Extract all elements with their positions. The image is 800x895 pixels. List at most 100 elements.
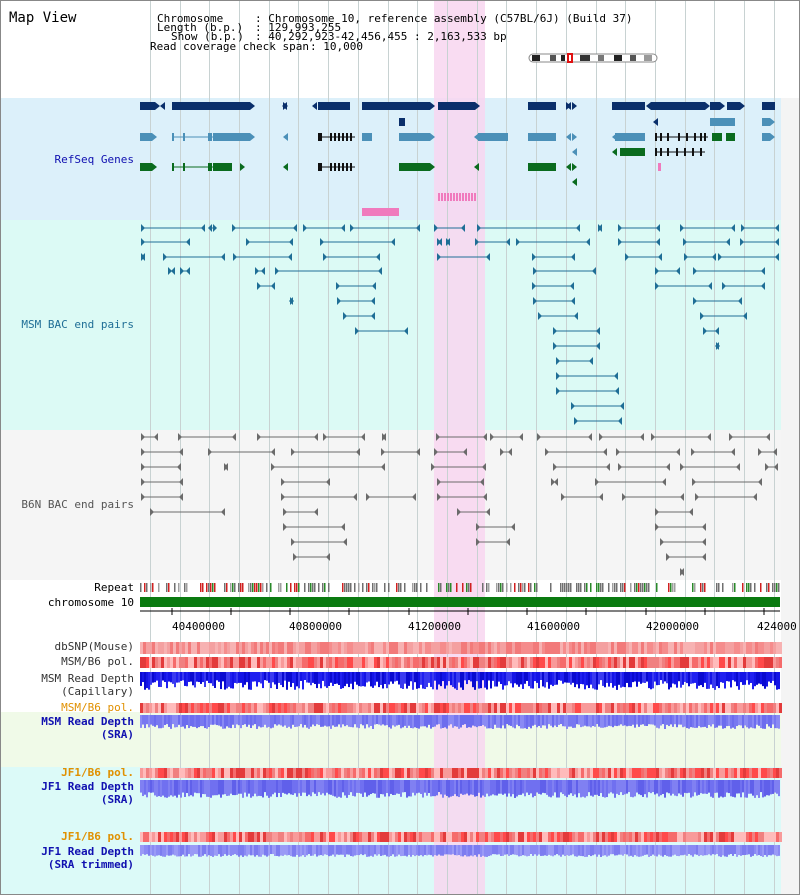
b6n-bac-pair-end bbox=[554, 478, 558, 486]
jf1-trim-depth-bar bbox=[614, 845, 616, 856]
msm-pol2-cell bbox=[446, 703, 449, 713]
jf1-trim-depth-bar bbox=[308, 845, 310, 855]
gene-strand-arrow bbox=[430, 133, 435, 141]
msm-pol2-cell bbox=[272, 703, 275, 713]
jf1-trim-depth-bar bbox=[152, 845, 154, 856]
msm-sra-depth-bar bbox=[542, 715, 544, 726]
repeat-mark bbox=[656, 583, 658, 592]
msm-bac-pair-end bbox=[437, 253, 441, 261]
dbsnp-cell bbox=[620, 642, 623, 654]
msm-bac-pair-end bbox=[213, 224, 217, 232]
b6n-bac-pair-end bbox=[519, 433, 523, 441]
dbsnp-cell bbox=[236, 642, 239, 654]
dbsnp-cell bbox=[548, 642, 551, 654]
jf1-pol-cell bbox=[173, 768, 176, 778]
dbsnp-cell bbox=[230, 642, 233, 654]
msm-bac-pair-end bbox=[589, 357, 593, 365]
dbsnp-cell bbox=[146, 642, 149, 654]
msm-capillary-depth-bar bbox=[436, 672, 438, 690]
chromosome-ideogram-icon[interactable] bbox=[528, 53, 658, 63]
msm-pol2-cell bbox=[407, 703, 410, 713]
dbsnp-cell bbox=[716, 642, 719, 654]
jf1-trim-depth-bar bbox=[508, 845, 510, 856]
msm-capillary-depth-bar bbox=[554, 672, 556, 685]
repeat-mark bbox=[732, 583, 734, 592]
jf1-sra-depth-bar bbox=[148, 780, 150, 793]
refseq-genes-label[interactable]: RefSeq Genes bbox=[54, 153, 134, 166]
b6n-bac-pair-end bbox=[506, 538, 510, 546]
jf1-pol-cell bbox=[713, 768, 716, 778]
jf1-pol2-cell bbox=[755, 832, 758, 842]
msm-pol-cell bbox=[419, 657, 422, 668]
jf1-pol-cell bbox=[560, 768, 563, 778]
repeat-mark bbox=[584, 583, 586, 592]
jf1-pol2-cell bbox=[545, 832, 548, 842]
jf1-trim-depth-bar bbox=[162, 845, 164, 857]
b6n-bac-label[interactable]: B6N BAC end pairs bbox=[21, 498, 134, 511]
msm-capillary-depth-bar bbox=[264, 672, 266, 681]
msm-capillary-depth-bar bbox=[550, 672, 552, 685]
msm-pol2-cell bbox=[557, 703, 560, 713]
msm-pol2-cell bbox=[452, 703, 455, 713]
msm-pol-cell bbox=[425, 657, 428, 668]
msm-capillary-depth-bar bbox=[366, 672, 368, 683]
msm-sra-depth-bar bbox=[522, 715, 524, 729]
gene-exon bbox=[172, 163, 174, 171]
msm-capillary-depth-bar bbox=[498, 672, 500, 682]
msm-sra-depth-bar bbox=[330, 715, 332, 729]
jf1-sra-depth-bar bbox=[610, 780, 612, 793]
jf1-trim-depth-bar bbox=[402, 845, 404, 856]
repeat-mark bbox=[562, 583, 564, 592]
gene-exon bbox=[183, 133, 185, 141]
msm-pol2-cell bbox=[488, 703, 491, 713]
repeat-mark bbox=[634, 583, 636, 592]
msm-pol2-cell bbox=[254, 703, 257, 713]
msm-sra-depth-bar bbox=[406, 715, 408, 728]
msm-sra-depth-bar bbox=[502, 715, 504, 726]
msm-pol-cell bbox=[314, 657, 317, 668]
jf1-sra-depth-bar bbox=[702, 780, 704, 794]
msm-bac-pair-end bbox=[731, 224, 735, 232]
msm-pol2-cell bbox=[299, 703, 302, 713]
gene-strand-arrow bbox=[160, 102, 165, 110]
jf1-pol-cell bbox=[626, 768, 629, 778]
msm-pol2-cell bbox=[542, 703, 545, 713]
msm-bac-pair-end bbox=[141, 224, 145, 232]
jf1-pol2-cell bbox=[209, 832, 212, 842]
msm-pol-cell bbox=[716, 657, 719, 668]
jf1-pol-cell bbox=[773, 768, 776, 778]
jf1-trim-depth-bar bbox=[314, 845, 316, 855]
jf1-pol2-cell bbox=[179, 832, 182, 842]
gene-strand-arrow bbox=[250, 133, 255, 141]
msm-capillary-depth-bar bbox=[336, 672, 338, 684]
dbsnp-cell bbox=[305, 642, 308, 654]
dbsnp-cell bbox=[323, 642, 326, 654]
jf1-sra-depth-bar bbox=[212, 780, 214, 796]
repeat-mark bbox=[766, 583, 768, 592]
jf1-pol2-cell bbox=[341, 832, 344, 842]
msm-bac-label[interactable]: MSM BAC end pairs bbox=[21, 318, 134, 331]
dbsnp-cell bbox=[212, 642, 215, 654]
msm-sra-depth-bar bbox=[722, 715, 724, 729]
jf1-trim-depth-bar bbox=[590, 845, 592, 857]
msm-capillary-depth-bar bbox=[456, 672, 458, 690]
msm-capillary-depth-bar bbox=[178, 672, 180, 683]
jf1-sra-depth-bar bbox=[340, 780, 342, 798]
msm-sra-depth-bar bbox=[142, 715, 144, 725]
jf1-pol2-cell bbox=[650, 832, 653, 842]
b6n-bac-pair-end bbox=[695, 493, 699, 501]
b6n-bac-pair-end bbox=[765, 463, 769, 471]
dbsnp-cell bbox=[398, 642, 401, 654]
jf1-trim-depth-bar bbox=[226, 845, 228, 856]
msm-bac-pair-end bbox=[656, 238, 660, 246]
msm-sra-depth-bar bbox=[224, 715, 226, 729]
refseq-gene bbox=[528, 133, 556, 141]
msm-capillary-depth-bar bbox=[622, 672, 624, 687]
msm-sra-depth-bar bbox=[654, 715, 656, 726]
jf1-pol2-cell bbox=[485, 832, 488, 842]
repeat-mark bbox=[256, 583, 258, 592]
msm-capillary-depth-bar bbox=[174, 672, 176, 688]
jf1-pol2-cell bbox=[743, 832, 746, 842]
msm-capillary-depth-bar bbox=[440, 672, 442, 687]
msm-pol-cell bbox=[290, 657, 293, 668]
